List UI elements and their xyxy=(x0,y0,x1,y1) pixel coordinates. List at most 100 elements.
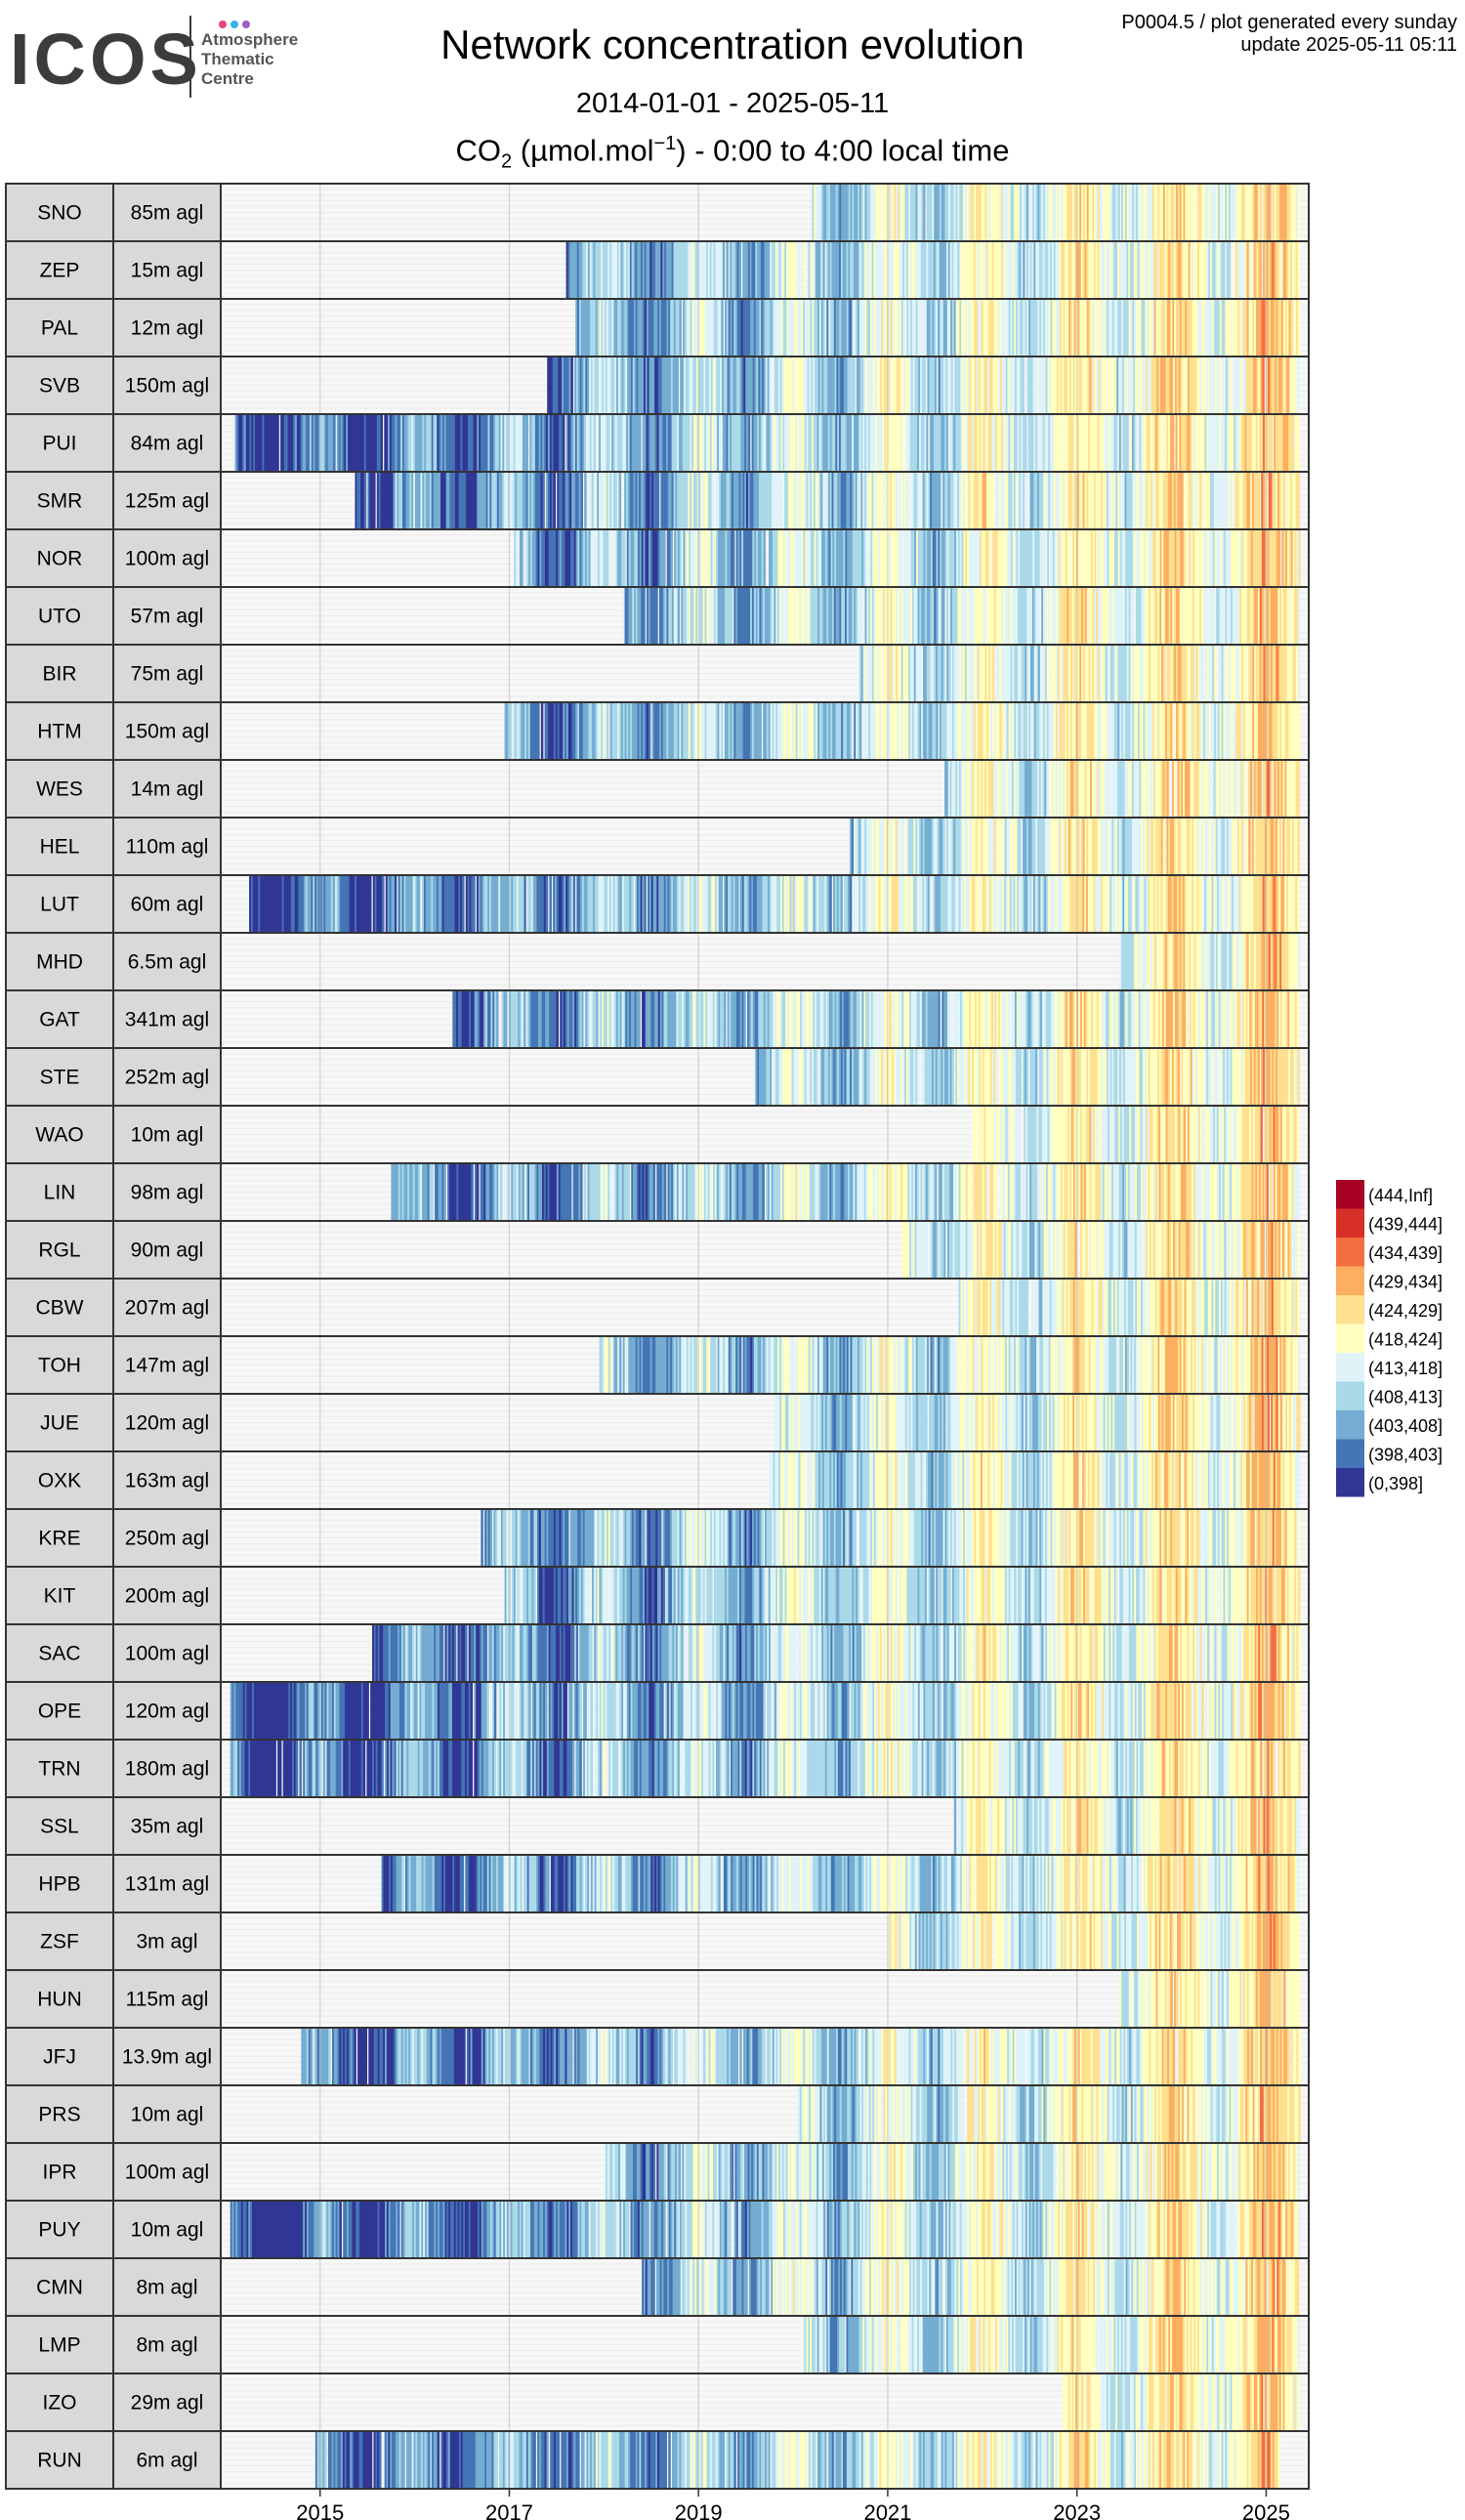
heatmap-cell xyxy=(1137,185,1141,240)
heatmap-cell xyxy=(1277,761,1280,817)
heatmap-cell xyxy=(1120,473,1124,528)
heatmap-cell xyxy=(1101,242,1104,298)
heatmap-cell xyxy=(1077,819,1080,874)
heatmap-cell xyxy=(1021,646,1025,701)
heatmap-cell xyxy=(1242,819,1246,874)
heatmap-cell xyxy=(689,530,691,586)
heatmap-cell xyxy=(949,761,953,817)
heatmap-cell xyxy=(1197,530,1201,586)
heatmap-cell xyxy=(689,876,692,932)
heatmap-cell xyxy=(700,473,703,528)
heatmap-cell xyxy=(894,703,897,759)
heatmap-cell xyxy=(1250,415,1253,471)
heatmap-cell xyxy=(1133,415,1137,471)
heatmap-cell xyxy=(1167,530,1170,586)
heatmap-cell xyxy=(1050,703,1053,759)
heatmap-cell xyxy=(832,530,835,586)
heatmap-cell xyxy=(1206,703,1210,759)
heatmap-cell xyxy=(1185,703,1188,759)
heatmap-cell xyxy=(750,703,753,759)
heatmap-cell xyxy=(1079,300,1082,356)
heatmap-cell xyxy=(1090,819,1093,874)
heatmap-cell xyxy=(1141,242,1144,298)
heatmap-cell xyxy=(1135,415,1139,471)
heatmap-cell xyxy=(726,300,730,356)
heatmap-cell xyxy=(975,242,979,298)
heatmap-cell xyxy=(558,357,561,413)
heatmap-cell xyxy=(1172,185,1175,240)
heatmap-cell xyxy=(1229,357,1233,413)
heatmap-cell xyxy=(981,646,984,701)
heatmap-cell xyxy=(1282,185,1286,240)
heatmap-cell xyxy=(706,588,709,644)
heatmap-cell xyxy=(599,300,602,356)
heatmap-cell xyxy=(1253,819,1257,874)
heatmap-cell xyxy=(1170,646,1173,701)
heatmap-cell xyxy=(504,473,507,528)
heatmap-cell xyxy=(709,876,712,932)
heatmap-cell xyxy=(1232,185,1235,240)
heatmap-cell xyxy=(649,300,653,356)
heatmap-cell xyxy=(533,473,536,528)
heatmap-cell xyxy=(935,242,939,298)
heatmap-cell xyxy=(874,876,878,932)
heatmap-cell xyxy=(1239,185,1242,240)
heatmap-cell xyxy=(639,703,642,759)
heatmap-cell xyxy=(1010,473,1013,528)
heatmap-cell xyxy=(766,242,769,298)
heatmap-cell xyxy=(592,530,595,586)
heatmap-cell xyxy=(946,703,949,759)
heatmap-cell xyxy=(1170,819,1173,874)
heatmap-cell xyxy=(840,876,843,932)
heatmap-cell xyxy=(1241,646,1244,701)
heatmap-cell xyxy=(792,357,796,413)
heatmap-cell xyxy=(1063,242,1066,298)
heatmap-cell xyxy=(553,415,556,471)
heatmap-cell xyxy=(897,819,900,874)
heatmap-cell xyxy=(433,473,437,528)
subtitle-unit: (µmol.mol xyxy=(512,133,654,168)
heatmap-cell xyxy=(911,646,915,701)
heatmap-cell xyxy=(1079,185,1082,240)
heatmap-cell xyxy=(965,357,969,413)
heatmap-cell xyxy=(733,300,736,356)
heatmap-cell xyxy=(1063,819,1066,874)
heatmap-cell xyxy=(1185,646,1188,701)
heatmap-cell xyxy=(1199,530,1203,586)
heatmap-cell xyxy=(690,588,693,644)
heatmap-cell xyxy=(1097,415,1100,471)
heatmap-cell xyxy=(765,357,769,413)
heatmap-cell xyxy=(1101,761,1104,817)
heatmap-cell xyxy=(521,530,524,586)
heatmap-cell xyxy=(911,185,915,240)
heatmap-cell xyxy=(1117,242,1120,298)
heatmap-cell xyxy=(1082,761,1086,817)
heatmap-cell xyxy=(679,415,682,471)
heatmap-cell xyxy=(263,876,267,932)
heatmap-cell xyxy=(638,876,642,932)
heatmap-cell xyxy=(996,876,1000,932)
heatmap-cell xyxy=(1051,415,1055,471)
heatmap-cell xyxy=(1197,588,1200,644)
heatmap-cell xyxy=(1013,357,1016,413)
heatmap-cell xyxy=(1133,819,1137,874)
heatmap-cell xyxy=(1214,703,1217,759)
heatmap-cell xyxy=(978,530,981,586)
heatmap-cell xyxy=(554,357,558,413)
heatmap-cell xyxy=(1124,185,1128,240)
heatmap-cell xyxy=(1063,185,1066,240)
heatmap-cell xyxy=(930,819,933,874)
heatmap-cell xyxy=(618,300,622,356)
heatmap-cell xyxy=(678,876,682,932)
heatmap-cell xyxy=(928,300,932,356)
heatmap-cell xyxy=(713,876,716,932)
heatmap-cell xyxy=(797,242,800,298)
heatmap-cell xyxy=(403,415,407,471)
heatmap-cell xyxy=(1122,300,1126,356)
heatmap-cell xyxy=(847,530,850,586)
heatmap-cell xyxy=(1139,415,1142,471)
heatmap-cell xyxy=(997,473,1000,528)
heatmap-cell xyxy=(949,876,952,932)
heatmap-cell xyxy=(1004,646,1008,701)
update-time: update 2025-05-11 05:11 xyxy=(1240,34,1457,56)
